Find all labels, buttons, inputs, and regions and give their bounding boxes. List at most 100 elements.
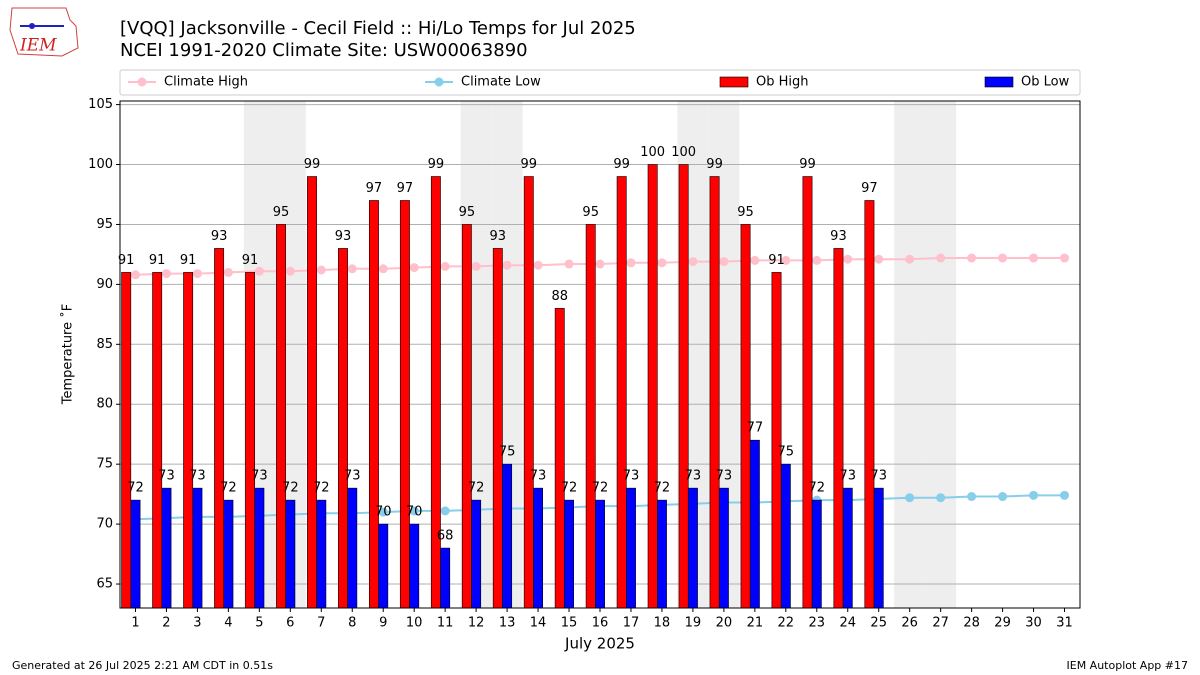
x-tick-label: 24 — [839, 616, 856, 631]
value-label: 97 — [861, 181, 878, 196]
value-label: 100 — [671, 145, 696, 160]
value-label: 73 — [189, 469, 206, 484]
x-tick-label: 6 — [286, 616, 294, 631]
point — [285, 266, 295, 276]
x-tick-label: 30 — [1025, 616, 1042, 631]
bar — [214, 248, 225, 609]
point — [812, 255, 822, 265]
point — [192, 269, 202, 279]
value-label: 100 — [640, 145, 665, 160]
point — [1060, 253, 1070, 263]
point — [409, 506, 419, 516]
x-tick-label: 19 — [685, 616, 702, 631]
y-tick-label: 85 — [96, 337, 113, 352]
value-label: 95 — [459, 205, 476, 220]
logo: IEM — [9, 7, 79, 57]
bar — [409, 523, 420, 609]
bar — [316, 499, 327, 609]
x-tick-label: 2 — [162, 616, 170, 631]
point — [409, 263, 419, 273]
value-label: 73 — [623, 469, 640, 484]
value-label: 72 — [127, 481, 144, 496]
value-label: 93 — [211, 229, 228, 244]
bar — [585, 224, 596, 609]
bar — [656, 499, 667, 609]
value-label: 93 — [830, 229, 847, 244]
bar — [709, 176, 720, 609]
point — [378, 507, 388, 517]
bar — [595, 499, 605, 609]
point — [130, 270, 140, 280]
y-tick-label: 105 — [88, 97, 113, 112]
value-label: 73 — [251, 469, 268, 484]
bar — [842, 487, 853, 609]
point — [1029, 253, 1039, 263]
value-label: 99 — [428, 157, 445, 172]
point — [471, 261, 481, 271]
value-label: 72 — [313, 481, 330, 496]
legend-swatch — [137, 77, 147, 87]
x-tick-label: 14 — [530, 616, 547, 631]
value-label: 72 — [592, 481, 609, 496]
bar — [554, 308, 565, 609]
x-tick-label: 1 — [131, 616, 139, 631]
point — [378, 264, 388, 274]
point — [440, 506, 450, 516]
value-label: 72 — [561, 481, 578, 496]
bar — [626, 487, 636, 609]
legend-swatch — [434, 77, 444, 87]
bar — [378, 523, 389, 609]
value-label: 95 — [582, 205, 599, 220]
bar — [616, 176, 627, 609]
x-tick-label: 31 — [1056, 616, 1073, 631]
value-label: 72 — [809, 481, 826, 496]
point — [657, 258, 667, 268]
point — [843, 254, 853, 264]
footer-right: IEM Autoplot App #17 — [1067, 659, 1189, 672]
value-label: 73 — [870, 469, 887, 484]
bar — [740, 224, 751, 609]
legend-box — [119, 69, 1081, 96]
bar — [440, 547, 451, 609]
x-tick-label: 4 — [224, 616, 232, 631]
value-label: 72 — [654, 481, 671, 496]
value-label: 72 — [468, 481, 485, 496]
point — [1029, 490, 1039, 500]
value-label: 70 — [375, 505, 392, 520]
x-tick-label: 21 — [747, 616, 764, 631]
bar — [276, 224, 286, 609]
value-label: 70 — [406, 505, 423, 520]
point — [688, 257, 698, 267]
value-label: 95 — [737, 205, 754, 220]
legend-swatch — [984, 76, 1014, 88]
x-tick-label: 11 — [437, 616, 454, 631]
x-tick-label: 22 — [778, 616, 795, 631]
y-tick-label: 80 — [96, 397, 113, 412]
value-label: 99 — [521, 157, 538, 172]
bar — [718, 487, 729, 609]
value-label: 93 — [335, 229, 352, 244]
value-label: 99 — [799, 157, 816, 172]
point — [750, 255, 760, 265]
point — [440, 261, 450, 271]
bar — [130, 499, 141, 609]
logo-text: IEM — [19, 36, 57, 56]
value-label: 73 — [685, 469, 702, 484]
value-label: 93 — [490, 229, 507, 244]
bar — [687, 487, 698, 609]
y-tick-label: 95 — [96, 217, 113, 232]
value-label: 97 — [397, 181, 414, 196]
x-axis-label: July 2025 — [564, 635, 635, 653]
footer-left: Generated at 26 Jul 2025 2:21 AM CDT in … — [12, 659, 273, 672]
bar — [399, 200, 410, 609]
point — [874, 254, 884, 264]
value-label: 73 — [158, 469, 175, 484]
value-label: 95 — [273, 205, 290, 220]
value-label: 75 — [499, 445, 516, 460]
x-tick-label: 3 — [193, 616, 201, 631]
point — [967, 253, 977, 263]
x-tick-label: 23 — [809, 616, 826, 631]
point — [1060, 490, 1070, 500]
bar — [502, 463, 513, 609]
value-label: 99 — [613, 157, 630, 172]
